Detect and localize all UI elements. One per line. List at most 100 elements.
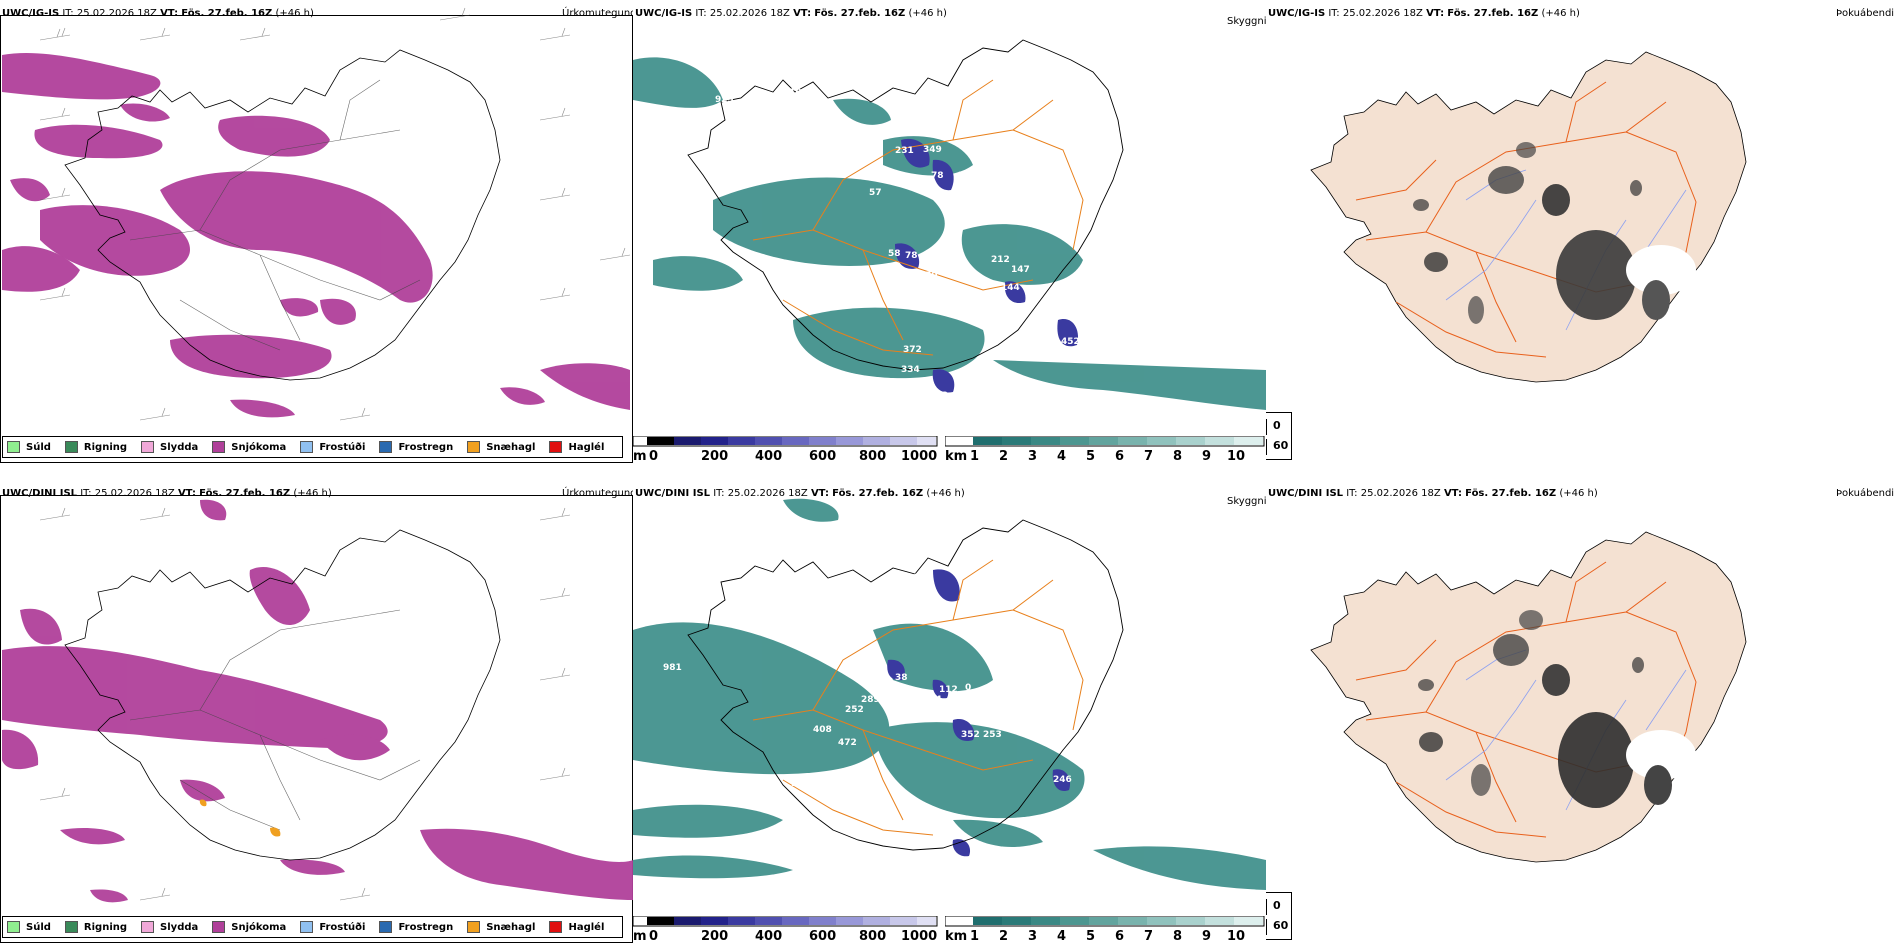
legend-item: Slydda (141, 921, 198, 933)
value-label: 156 (973, 710, 992, 720)
tick-label: 800 (859, 929, 887, 944)
iceland-land (1310, 531, 1747, 863)
legend-item: Frostúði (300, 441, 365, 453)
it-value: 25.02.2026 18Z (709, 8, 790, 19)
road-lines (752, 79, 1084, 356)
vt-label: VT: (793, 8, 812, 19)
visibility-colorbar-top: km 1 2 3 4 5 6 7 8 9 10 (945, 436, 1265, 470)
legend-swatch (64, 441, 78, 453)
value-label: 58 (888, 249, 901, 259)
legend-item: Súld (7, 921, 51, 933)
value-label: 349 (923, 145, 942, 155)
lead-time: (+46 h) (1559, 488, 1598, 499)
legend-swatch (300, 921, 314, 933)
it-value: 25.02.2026 18Z (1342, 8, 1423, 19)
precip-legend-bottom: Súld Rigning Slydda Snjókoma Frostúði Fr… (2, 916, 624, 938)
fog-panel-bottom: UWC/DINI ISL IT: 25.02.2026 18Z VT: Fös.… (1266, 480, 1899, 950)
tick-label: 6 (1115, 449, 1125, 464)
fog-max-swatch (1266, 899, 1267, 915)
cloud-base-unit: m (633, 929, 647, 944)
value-label: 110 (783, 88, 802, 98)
precip-legend-top: Súld Rigning Slydda Snjókoma Frostúði Fr… (2, 436, 624, 458)
value-label: 199 (851, 281, 870, 291)
tick-label: 0 (649, 929, 659, 944)
value-label: 470 (913, 821, 932, 831)
visibility-bar (945, 436, 1265, 447)
legend-label: Súld (26, 441, 51, 453)
vt-value: Fös. 27.feb. 16Z (199, 488, 291, 499)
value-label: 231 (895, 146, 914, 156)
value-label: 78 (905, 251, 918, 261)
legend-swatch (64, 921, 78, 933)
legend-swatch (7, 441, 20, 453)
precip-frame-top (0, 15, 633, 463)
ice-pellet-areas (199, 799, 281, 837)
value-label: 70 (925, 271, 938, 281)
precip-title-bottom: Úrkomutegund (562, 488, 633, 499)
legend-label: Frostúði (319, 441, 366, 453)
legend-swatch (467, 921, 481, 933)
legend-item: Frostregn (379, 921, 453, 933)
value-label: 166 (955, 188, 974, 198)
vt-label: VT: (1443, 488, 1462, 499)
cloud-title-bottom: Skyggni (1227, 496, 1266, 507)
value-label: 138 (955, 620, 974, 630)
road-lines (129, 79, 421, 351)
model-name: UWC/IG-IS (2, 8, 60, 19)
legend-swatch (549, 921, 563, 933)
legend-swatch (379, 921, 393, 933)
tick-label: 3 (1028, 449, 1038, 464)
value-label: 109 (978, 691, 997, 701)
tick-label: 400 (755, 929, 783, 944)
wind-barbs (39, 507, 571, 901)
visibility-colorbar-bottom: km 1 2 3 4 5 6 7 8 9 10 (945, 916, 1265, 950)
cloud-header-bottom: UWC/DINI ISL IT: 25.02.2026 18Z VT: Fös.… (635, 488, 965, 499)
fog-legend-bottom: 0 60 (1266, 892, 1292, 940)
vt-value: Fös. 27.feb. 16Z (1465, 488, 1557, 499)
fog-min-label: 60 (1273, 919, 1289, 932)
fog-title-top: Þokuábendi (1836, 8, 1895, 19)
legend-item: Snjókoma (212, 441, 286, 453)
fog-max-label: 0 (1273, 899, 1281, 912)
fog-header-top: UWC/IG-IS IT: 25.02.2026 18Z VT: Fös. 27… (1268, 8, 1580, 19)
legend-label: Haglél (568, 441, 605, 453)
legend-swatch (141, 921, 155, 933)
vt-label: VT: (810, 488, 829, 499)
value-label: 408 (813, 725, 832, 735)
cloud-base-bar (633, 436, 938, 447)
legend-swatch (549, 441, 563, 453)
tick-label: 1 (970, 929, 980, 944)
cloud-base-values: 208 696 77 246 138 151 981 25 38 112 0 2… (663, 573, 1072, 831)
tick-label: 3 (1028, 929, 1038, 944)
tick-label: 600 (809, 929, 837, 944)
vt-label: VT: (1426, 8, 1445, 19)
legend-label: Rigning (83, 441, 128, 453)
value-label: 286 (901, 387, 920, 397)
value-label: 151 (983, 615, 1002, 625)
legend-label: Snæhagl (486, 921, 536, 933)
precip-frame-bottom (0, 495, 633, 943)
value-label: 414 (923, 695, 942, 705)
legend-swatch (467, 441, 481, 453)
tick-label: 400 (755, 449, 783, 464)
legend-label: Súld (26, 921, 51, 933)
tick-label: 4 (1057, 929, 1067, 944)
visibility-unit: km (945, 449, 968, 464)
cloud-base-values: 923 110 231 349 78 266 166 57 58 78 212 … (715, 88, 1080, 401)
value-label: 144 (1001, 283, 1020, 293)
iceland-coastline (64, 529, 501, 861)
precip-map-top (2, 7, 631, 421)
tick-label: 5 (1086, 929, 1096, 944)
legend-label: Snjókoma (231, 441, 287, 453)
fog-map-bottom (1310, 531, 1747, 863)
legend-item: Haglél (549, 921, 604, 933)
value-label: 25 (869, 678, 882, 688)
it-value: 25.02.2026 18Z (94, 488, 175, 499)
legend-swatch (379, 441, 393, 453)
it-label: IT: (62, 8, 74, 19)
value-label: 212 (991, 255, 1010, 265)
value-label: 246 (1053, 775, 1072, 785)
tick-label: 2 (999, 929, 1009, 944)
tick-label: 1000 (901, 929, 938, 944)
legend-item: Rigning (64, 921, 127, 933)
